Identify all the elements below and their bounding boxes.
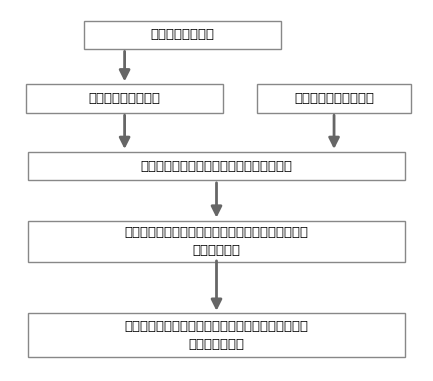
Text: 高倍镜逐感兴趣区域进行扫描，得到每个感兴趣区域
中连续的图集: 高倍镜逐感兴趣区域进行扫描，得到每个感兴趣区域 中连续的图集	[125, 226, 308, 257]
Text: 得到低倍镜视野图集: 得到低倍镜视野图集	[89, 92, 161, 105]
FancyBboxPatch shape	[29, 314, 404, 357]
FancyBboxPatch shape	[84, 21, 281, 49]
FancyBboxPatch shape	[29, 152, 404, 180]
Text: 输入感兴趣区域特征集: 输入感兴趣区域特征集	[294, 92, 374, 105]
Text: 对图集进行拼接，得到低倍镜全样本全景图: 对图集进行拼接，得到低倍镜全样本全景图	[140, 160, 293, 173]
FancyBboxPatch shape	[26, 85, 223, 113]
FancyBboxPatch shape	[29, 221, 404, 262]
Text: 对每个感兴趣区域中的图集进行拼接，得到所有感兴
趣区域的全景图: 对每个感兴趣区域中的图集进行拼接，得到所有感兴 趣区域的全景图	[125, 320, 308, 351]
FancyBboxPatch shape	[257, 85, 411, 113]
Text: 低倍镜全样本扫描: 低倍镜全样本扫描	[150, 28, 214, 41]
